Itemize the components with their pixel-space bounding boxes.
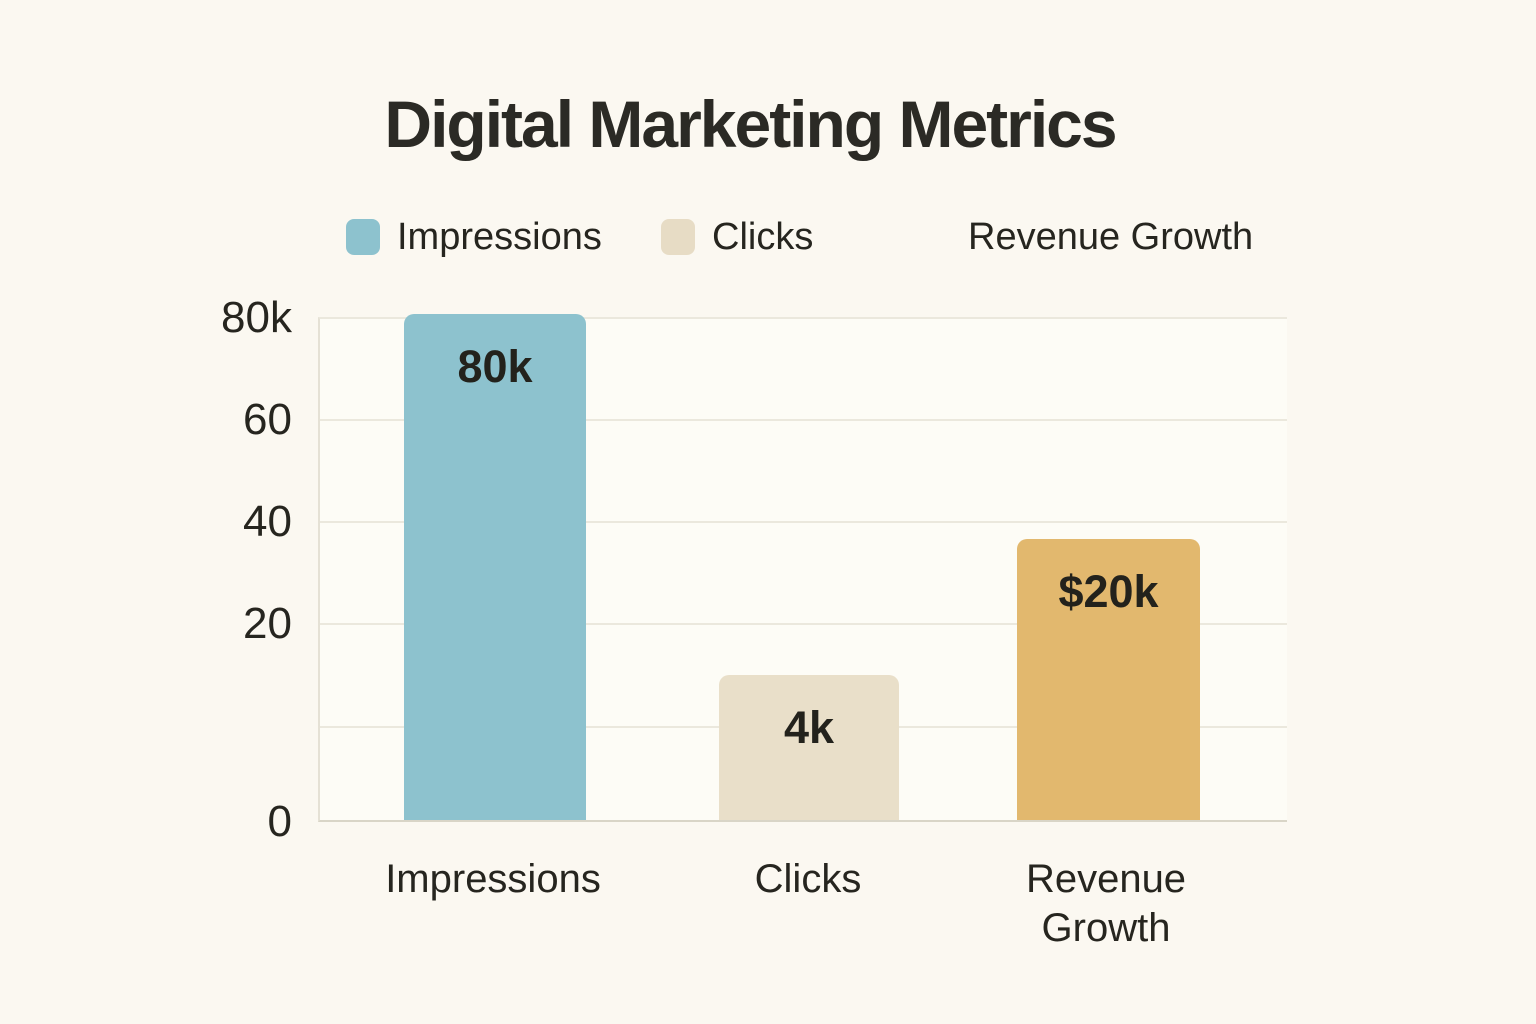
x-label-clicks: Clicks xyxy=(754,857,862,901)
bar-clicks: 4k xyxy=(719,675,899,820)
x-label-revenue-growth: Revenue Growth xyxy=(1025,857,1187,950)
legend-item-revenue-growth: Revenue Growth xyxy=(917,214,1253,260)
y-tick-60: 60 xyxy=(243,395,292,444)
legend-label-revenue-growth: Revenue Growth xyxy=(968,215,1254,258)
legend-swatch-clicks xyxy=(661,219,695,255)
gridline xyxy=(320,419,1287,421)
bar-revenue-growth: $20k xyxy=(1017,539,1200,820)
y-tick-20: 20 xyxy=(243,599,292,648)
gridline xyxy=(320,521,1287,523)
legend-label-clicks: Clicks xyxy=(712,215,814,258)
y-tick-0: 0 xyxy=(267,797,292,846)
y-tick-80k: 80k xyxy=(221,293,292,342)
legend-label-impressions: Impressions xyxy=(397,215,602,258)
x-label-impressions: Impressions xyxy=(385,857,601,901)
legend-swatch-impressions xyxy=(346,219,380,255)
bar-value-label-revenue-growth: $20k xyxy=(1058,566,1159,617)
gridline xyxy=(320,623,1287,625)
chart-title: Digital Marketing Metrics xyxy=(384,87,1117,161)
bar-value-label-clicks: 4k xyxy=(783,702,835,753)
legend-item-clicks: Clicks xyxy=(661,214,813,260)
plot-area: 80k 4k $20k xyxy=(318,314,1287,822)
bar-impressions: 80k xyxy=(404,314,586,820)
bar-value-label-impressions: 80k xyxy=(457,341,533,392)
legend-item-impressions: Impressions xyxy=(346,214,602,260)
y-tick-40: 40 xyxy=(243,497,292,546)
